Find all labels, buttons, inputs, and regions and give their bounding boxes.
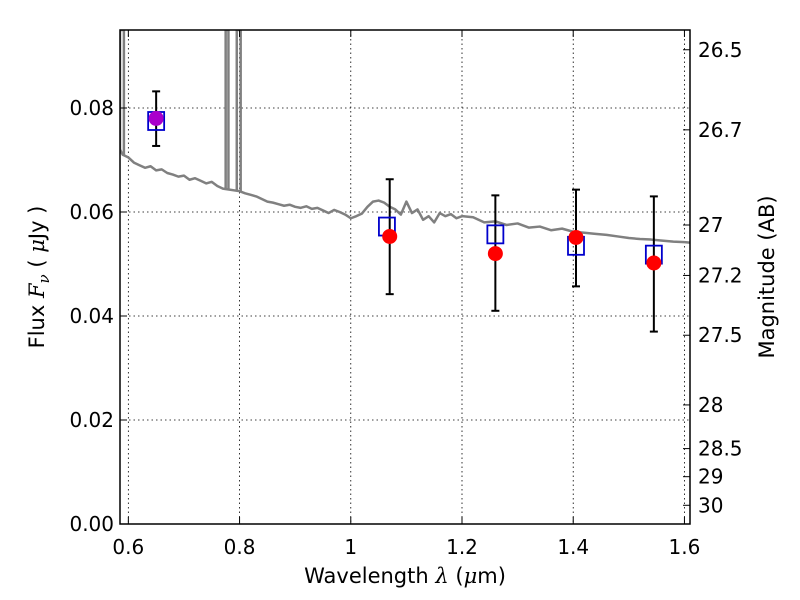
y-tick-label: 0.08 xyxy=(69,96,114,120)
x-axis-label: Wavelength λ (μm) xyxy=(304,564,506,588)
right-tick-label: 28 xyxy=(698,393,723,417)
observed-point xyxy=(646,255,662,271)
grid-lines xyxy=(120,30,690,524)
observed-point xyxy=(148,110,164,126)
observed-point xyxy=(568,229,584,245)
x-tick-label: 1.4 xyxy=(557,535,589,559)
emission-line xyxy=(120,30,126,155)
x-tick-label: 1 xyxy=(344,535,357,559)
observed-point xyxy=(382,228,398,244)
x-tick-label: 0.8 xyxy=(224,535,256,559)
markers xyxy=(147,110,663,271)
y-tick-label: 0.00 xyxy=(69,512,114,536)
plot-data xyxy=(120,30,690,244)
y-axis-label: Flux Fν ( μJy ) xyxy=(25,206,53,349)
axis-ticks: 0.6 0.8 1 1.2 1.4 1.6 0.00 0.02 0.04 0.06 0.08 26.5… xyxy=(69,30,743,559)
right-axis-label: Magnitude (AB) xyxy=(755,195,779,358)
right-tick-label: 27.2 xyxy=(698,263,743,287)
y-tick-label: 0.02 xyxy=(69,408,114,432)
right-tick-label: 28.5 xyxy=(698,437,743,461)
model-photometry-square xyxy=(486,224,505,245)
x-tick-label: 1.6 xyxy=(669,535,701,559)
right-tick-label: 27 xyxy=(698,213,723,237)
emission-line xyxy=(224,30,230,189)
emission-line xyxy=(235,30,242,192)
x-tick-label: 1.2 xyxy=(446,535,478,559)
right-tick-label: 26.7 xyxy=(698,118,743,142)
model-spectrum-line xyxy=(120,149,690,244)
right-tick-label: 27.5 xyxy=(698,323,743,347)
x-tick-label: 0.6 xyxy=(112,535,144,559)
right-tick-label: 26.5 xyxy=(698,38,743,62)
observed-point xyxy=(487,246,503,262)
right-tick-label: 29 xyxy=(698,465,723,489)
y-tick-label: 0.04 xyxy=(69,304,114,328)
right-tick-label: 30 xyxy=(698,493,723,517)
plot-frame xyxy=(119,29,691,525)
y-tick-label: 0.06 xyxy=(69,200,114,224)
